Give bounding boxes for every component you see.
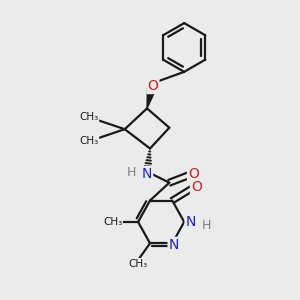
Text: O: O — [191, 180, 202, 194]
Text: N: N — [142, 167, 152, 181]
Text: CH₃: CH₃ — [128, 259, 148, 269]
Polygon shape — [147, 88, 155, 108]
Text: O: O — [188, 167, 199, 181]
Text: CH₃: CH₃ — [80, 112, 99, 122]
Text: CH₃: CH₃ — [80, 136, 99, 146]
Text: N: N — [169, 238, 179, 252]
Text: O: O — [148, 79, 158, 93]
Text: CH₃: CH₃ — [103, 217, 122, 227]
Text: H: H — [127, 166, 136, 179]
Text: N: N — [185, 215, 196, 229]
Text: H: H — [202, 219, 211, 232]
